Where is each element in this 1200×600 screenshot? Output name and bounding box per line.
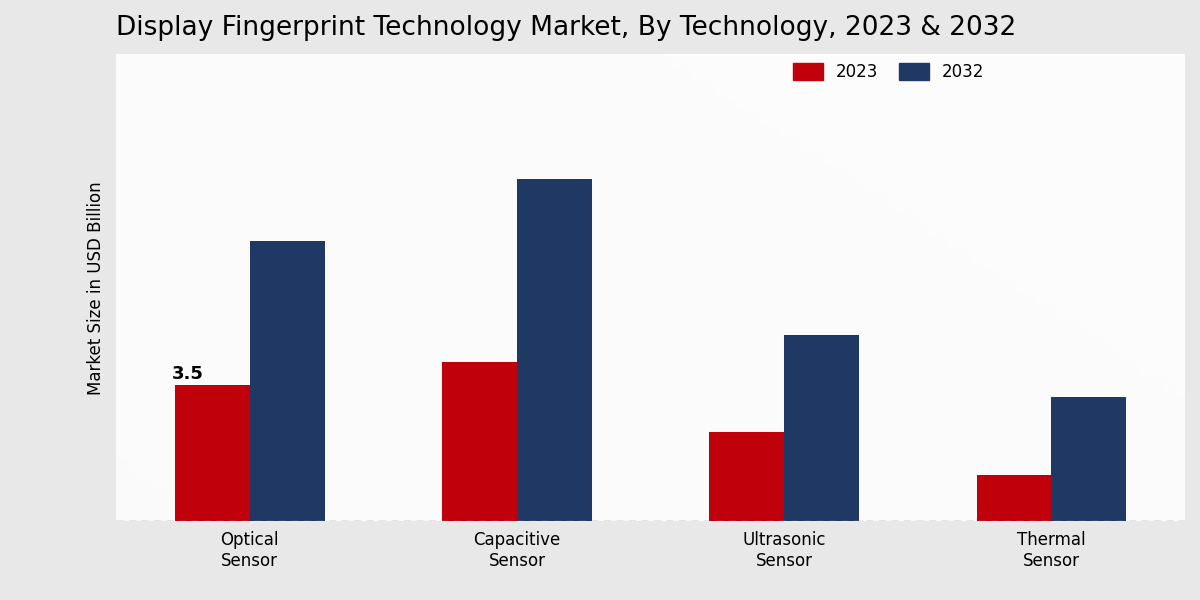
Bar — [709, 432, 784, 521]
Bar — [250, 241, 324, 521]
Bar — [784, 335, 859, 521]
Y-axis label: Market Size in USD Billion: Market Size in USD Billion — [88, 181, 106, 395]
Legend: 2023, 2032: 2023, 2032 — [793, 63, 984, 81]
Text: Display Fingerprint Technology Market, By Technology, 2023 & 2032: Display Fingerprint Technology Market, B… — [116, 15, 1016, 41]
Bar — [1051, 397, 1127, 521]
Bar — [517, 179, 592, 521]
Text: 3.5: 3.5 — [173, 365, 204, 383]
Bar — [175, 385, 250, 521]
Bar — [977, 475, 1051, 521]
Bar — [442, 362, 517, 521]
